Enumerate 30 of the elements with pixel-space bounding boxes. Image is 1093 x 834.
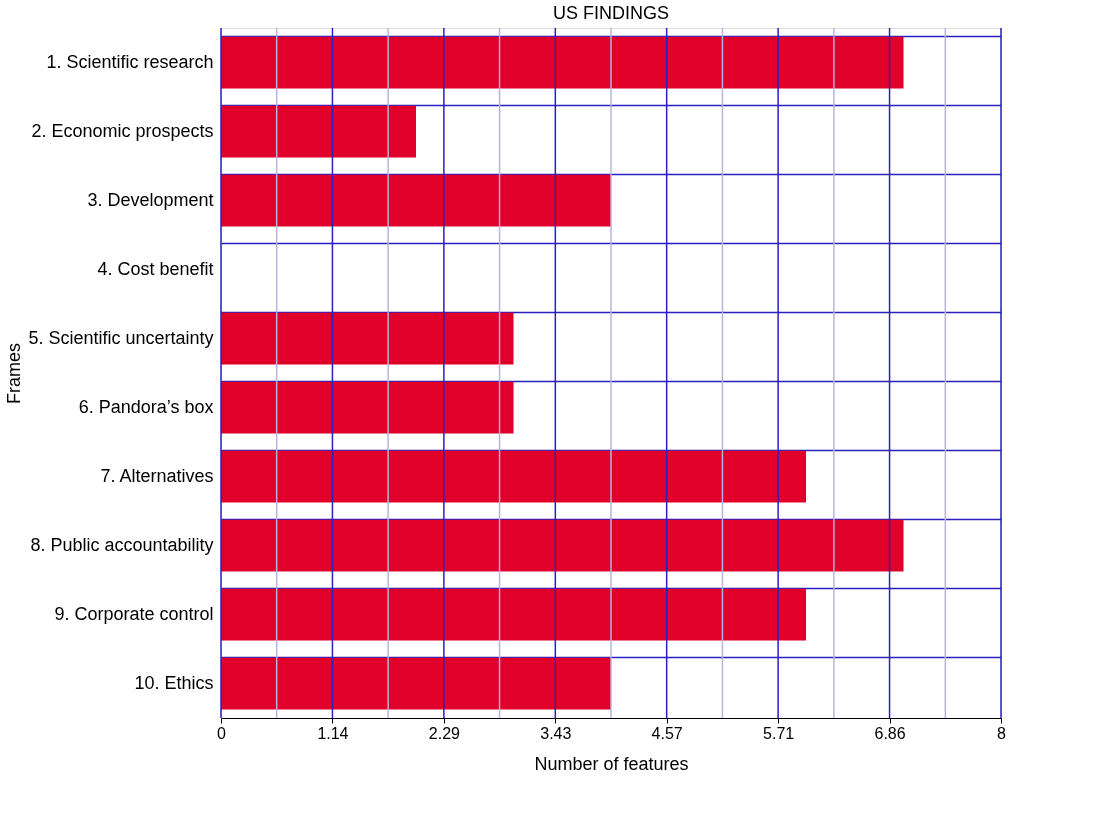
y-tick-label: 8. Public accountability (30, 534, 214, 555)
x-tick-label: 6.86 (874, 724, 906, 742)
x-tick-label: 0 (217, 724, 227, 742)
y-tick-label: 2. Economic prospects (31, 120, 214, 141)
x-tick-label: 8 (997, 724, 1007, 742)
x-axis-title: Number of features (534, 753, 689, 774)
chart-title: US FINDINGS (552, 3, 670, 24)
x-tick-label: 3.43 (540, 724, 572, 742)
y-tick-label: 6. Pandora’s box (78, 396, 214, 417)
y-axis-title: Frames (4, 342, 25, 405)
bar (221, 519, 904, 572)
y-tick-label: 1. Scientific research (46, 51, 214, 72)
bar (221, 174, 611, 227)
bar (221, 312, 514, 365)
x-tick-label: 4.57 (651, 724, 683, 742)
bar (221, 657, 611, 710)
bar (221, 105, 416, 158)
bar (221, 36, 904, 89)
y-tick-label: 10. Ethics (134, 672, 214, 693)
y-tick-label: 4. Cost benefit (97, 258, 214, 279)
bar (221, 588, 806, 641)
x-tick-label: 5.71 (763, 724, 795, 742)
y-tick-label: 7. Alternatives (100, 465, 214, 486)
bar (221, 450, 806, 503)
y-tick-label: 3. Development (87, 189, 214, 210)
y-tick-label: 5. Scientific uncertainty (28, 327, 214, 348)
x-tick-label: 1.14 (317, 724, 349, 742)
y-tick-label: 9. Corporate control (54, 603, 214, 624)
bar (221, 381, 514, 434)
x-tick-label: 2.29 (428, 724, 461, 742)
